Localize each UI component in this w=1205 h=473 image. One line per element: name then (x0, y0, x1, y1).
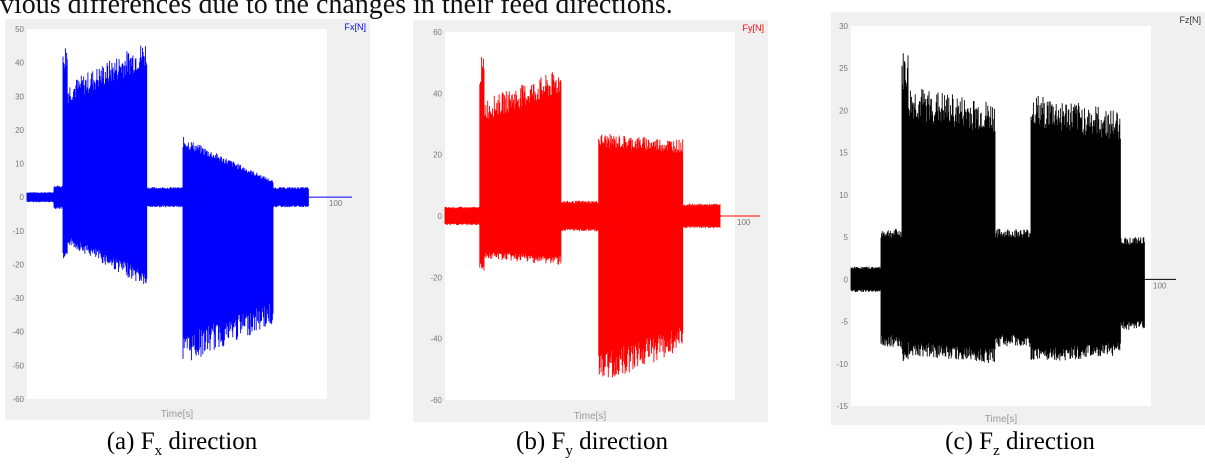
y-tick-label: -40 (430, 335, 442, 344)
fy-chart: 60 40 20 0 -20 -40 -60 100 Fy[N] Time[s] (413, 20, 768, 422)
y-tick-label: -10 (836, 360, 848, 369)
y-tick-label: 10 (15, 160, 24, 169)
y-tick-label: 0 (438, 212, 443, 221)
y-tick-label: -60 (430, 396, 442, 405)
y-tick-label: -20 (430, 273, 442, 282)
fz-chart: 30 25 20 15 10 5 0 -5 -10 -15 100 Fz[N] Time[s] (831, 12, 1205, 425)
caption-a: (a) Fx direction (62, 428, 302, 460)
y-tick-label: 60 (433, 28, 442, 37)
caption-b-prefix: (b) F (516, 428, 566, 455)
caption-b-suffix: direction (572, 428, 668, 455)
y-tick-label: -5 (841, 318, 849, 327)
y-tick-label: -40 (12, 328, 24, 337)
y-tick-label: 25 (839, 64, 848, 73)
x-axis-label: Time[s] (985, 414, 1018, 425)
y-axis-label: Fx[N] (345, 22, 367, 32)
caption-c-prefix: (c) F (945, 428, 994, 455)
y-tick-label: -50 (12, 361, 24, 370)
y-tick-label: -10 (12, 227, 24, 236)
signal-trace (26, 45, 309, 361)
y-tick-label: 20 (15, 126, 24, 135)
y-tick-label: 0 (844, 275, 849, 284)
caption-c-suffix: direction (999, 428, 1095, 455)
signal-trace (444, 57, 721, 378)
fz-chart-svg: 30 25 20 15 10 5 0 -5 -10 -15 100 Fz[N] Time[s] (831, 12, 1205, 425)
y-tick-label: 40 (15, 59, 24, 68)
y-tick-label: -20 (12, 260, 24, 269)
x-axis-label: Time[s] (161, 409, 194, 420)
y-tick-label: 30 (15, 92, 24, 101)
signal-trace (850, 53, 1145, 363)
y-axis-label: Fz[N] (1180, 15, 1202, 25)
body-text-fragment: vious differences due to the changes in … (0, 0, 673, 20)
y-tick-label: 20 (433, 151, 442, 160)
y-tick-label: 20 (839, 106, 848, 115)
y-tick-label: -30 (12, 294, 24, 303)
y-tick-label: 5 (844, 233, 849, 242)
caption-a-prefix: (a) F (106, 428, 155, 455)
y-tick-label: 15 (839, 149, 848, 158)
x-tick-label: 100 (737, 218, 751, 227)
y-tick-label: 30 (839, 22, 848, 31)
y-tick-label: 0 (20, 193, 25, 202)
caption-c: (c) Fz direction (895, 428, 1145, 460)
x-axis-label: Time[s] (574, 411, 607, 422)
y-tick-label: -60 (12, 395, 24, 404)
x-tick-label: 100 (329, 199, 343, 208)
y-tick-label: 40 (433, 89, 442, 98)
fx-chart-svg: 50403020100-10-20-30-40-50-60100Fx[N]Tim… (5, 19, 370, 420)
y-tick-label: 50 (15, 25, 24, 34)
caption-b-sub: y (565, 443, 573, 459)
y-axis-label: Fy[N] (743, 23, 765, 33)
caption-b: (b) Fy direction (467, 428, 717, 460)
caption-a-suffix: direction (162, 428, 258, 455)
fx-chart: 50 40 30 20 10 0 -10 -20 -30 -40 -50 -60 100 Fx[N] Tim… (5, 19, 370, 420)
y-tick-label: 10 (839, 191, 848, 200)
fy-chart-svg: 60 40 20 0 -20 -40 -60 100 Fy[N] Time[s] (413, 20, 768, 422)
caption-c-sub: z (993, 443, 1000, 459)
y-tick-label: -15 (836, 402, 848, 411)
x-tick-label: 100 (1153, 281, 1167, 290)
caption-a-sub: x (154, 443, 163, 459)
